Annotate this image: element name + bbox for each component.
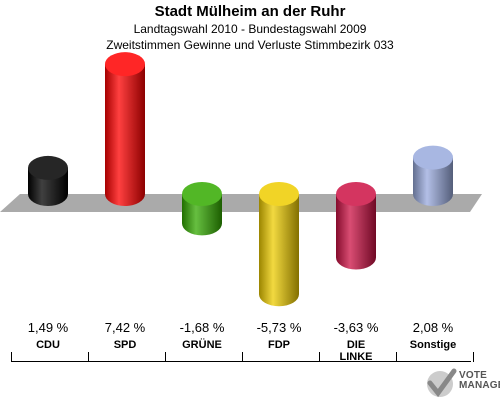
category-label-line: DIE (346, 339, 366, 351)
category-separator-tick (11, 352, 12, 362)
bar-grüne (182, 182, 222, 236)
vote-manager-logo: VOTE MANAGER (424, 367, 500, 400)
category-separator-tick (319, 352, 320, 362)
category-axis-line (11, 361, 471, 362)
value-label: -3,63 % (333, 320, 379, 335)
bar-fdp (259, 182, 299, 307)
zero-baseline-plane (0, 194, 482, 212)
bar-cdu (28, 155, 68, 206)
bar-top-cap (336, 182, 376, 206)
category-separator-tick (242, 352, 243, 362)
category-label-line: SPD (113, 339, 137, 351)
category-separator-tick (396, 352, 397, 362)
value-label: 2,08 % (412, 320, 454, 335)
bar-die-linke (336, 182, 376, 270)
logo-line-1: VOTE (459, 370, 488, 381)
logo-line-2: MANAGER (459, 380, 500, 391)
category-label: SPD (87, 339, 163, 351)
category-label: FDP (241, 339, 317, 351)
category-label-line: CDU (36, 339, 60, 351)
chart-subtitle-2: Zweitstimmen Gewinne und Verluste Stimmb… (106, 38, 394, 52)
bar-spd (105, 52, 145, 207)
category-label-line: GRÜNE (182, 339, 222, 351)
logo-wordmark: VOTE MANAGER (459, 371, 500, 391)
chart-title: Stadt Mülheim an der Ruhr (154, 3, 346, 20)
value-label: -5,73 % (256, 320, 302, 335)
chart-subtitle: Landtagswahl 2010 - Bundestagswahl 2009 (133, 22, 367, 36)
value-label: 1,49 % (27, 320, 69, 335)
category-label: GRÜNE (164, 339, 240, 351)
value-label: 7,42 % (104, 320, 146, 335)
bar-top-cap (28, 155, 68, 180)
category-label: DIE LINKE (318, 339, 394, 363)
bar-body (259, 194, 299, 307)
category-label-line: FDP (268, 339, 290, 351)
bar-body (336, 194, 376, 270)
value-label: -1,68 % (179, 320, 225, 335)
bar-top-cap (259, 182, 299, 206)
category-separator-tick (473, 352, 474, 362)
category-separator-tick (88, 352, 89, 362)
bar-sonstige (413, 145, 453, 206)
bar-body (105, 64, 145, 207)
bar-top-cap (413, 145, 453, 170)
checkmark-logo-icon (427, 368, 457, 398)
category-label: CDU (10, 339, 86, 351)
bar-body (413, 157, 453, 206)
category-label: Sonstige (395, 339, 471, 351)
bar-top-cap (105, 52, 145, 77)
bar-top-cap (182, 182, 222, 206)
category-separator-tick (165, 352, 166, 362)
category-label-line: Sonstige (409, 339, 457, 351)
bar-chart (0, 52, 482, 307)
category-label-line: LINKE (339, 351, 373, 363)
